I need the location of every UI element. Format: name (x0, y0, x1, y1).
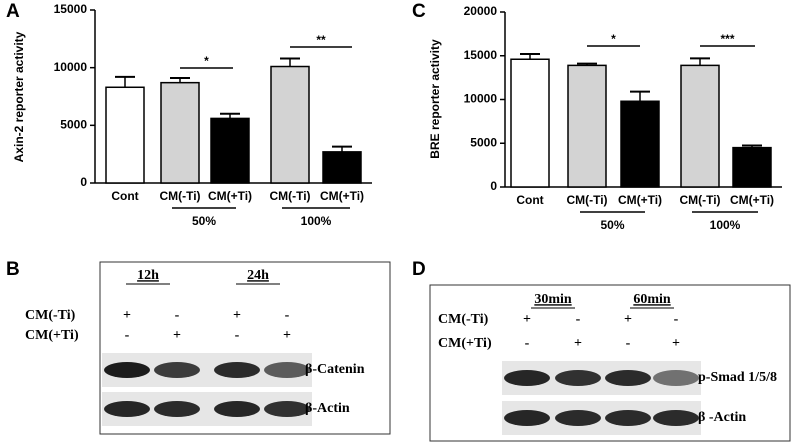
sign: - (576, 312, 581, 327)
sign: + (283, 328, 291, 343)
sign: - (626, 336, 631, 351)
time-label: 24h (247, 268, 269, 283)
x-tick-label: CM(-Ti) (269, 189, 310, 203)
bar (680, 64, 720, 188)
panel-label: C (412, 1, 426, 22)
x-tick-label: Cont (516, 193, 543, 207)
row-label: CM(-Ti) (438, 312, 489, 327)
sign: - (674, 312, 679, 327)
bar (270, 65, 310, 184)
row-label: CM(-Ti) (25, 308, 76, 323)
x-tick-label: CM(+Ti) (618, 193, 662, 207)
y-tick-label: 10000 (54, 60, 88, 74)
band-label: β-Catenin (305, 362, 365, 377)
panel-label: A (6, 1, 20, 22)
y-tick-label: 15000 (464, 48, 498, 62)
sign: + (523, 312, 531, 327)
bar (620, 100, 660, 188)
band (605, 410, 651, 426)
row-label: CM(+Ti) (25, 328, 79, 343)
group-label: 100% (301, 214, 332, 228)
band (104, 401, 150, 417)
band (154, 401, 200, 417)
band (504, 410, 550, 426)
y-tick-label: 15000 (54, 2, 88, 16)
panel-label: B (6, 259, 20, 280)
x-tick-label: CM(+Ti) (320, 189, 364, 203)
sign: - (175, 308, 180, 323)
x-tick-label: CM(+Ti) (208, 189, 252, 203)
y-tick-label: 0 (490, 179, 497, 193)
sign: + (672, 336, 680, 351)
band (264, 362, 310, 378)
y-axis-label: Axin-2 reporter activity (12, 31, 26, 162)
significance-label: *** (720, 32, 734, 46)
significance-label: ** (316, 33, 326, 47)
band (214, 362, 260, 378)
band (555, 370, 601, 386)
band-label: β-Actin (305, 401, 350, 416)
band (264, 401, 310, 417)
band (653, 370, 699, 386)
x-tick-label: CM(-Ti) (566, 193, 607, 207)
bar (510, 58, 550, 188)
y-tick-label: 5000 (470, 135, 497, 149)
bar (210, 117, 250, 184)
bar (105, 86, 145, 184)
group-label: 100% (710, 218, 741, 232)
band (555, 410, 601, 426)
band (504, 370, 550, 386)
y-axis-label: BRE reporter activity (428, 39, 442, 159)
time-label: 60min (633, 292, 671, 307)
band (104, 362, 150, 378)
x-tick-label: CM(-Ti) (159, 189, 200, 203)
sign: - (125, 328, 130, 343)
x-tick-label: CM(-Ti) (679, 193, 720, 207)
x-tick-label: Cont (111, 189, 138, 203)
bar (322, 151, 362, 184)
time-label: 12h (137, 268, 159, 283)
y-tick-label: 10000 (464, 92, 498, 106)
sign: + (574, 336, 582, 351)
band (605, 370, 651, 386)
y-tick-label: 5000 (60, 118, 87, 132)
band-label: p-Smad 1/5/8 (698, 370, 777, 385)
sign: + (624, 312, 632, 327)
sign: + (173, 328, 181, 343)
band (154, 362, 200, 378)
band-label: β -Actin (698, 410, 746, 425)
sign: - (525, 336, 530, 351)
row-label: CM(+Ti) (438, 336, 492, 351)
band (653, 410, 699, 426)
group-label: 50% (600, 218, 624, 232)
band (214, 401, 260, 417)
bar (160, 81, 200, 184)
y-tick-label: 20000 (464, 4, 498, 18)
y-tick-label: 0 (80, 175, 87, 189)
bar (567, 64, 607, 188)
x-tick-label: CM(+Ti) (730, 193, 774, 207)
time-label: 30min (534, 292, 572, 307)
sign: - (285, 308, 290, 323)
significance-label: * (611, 32, 616, 46)
sign: + (123, 308, 131, 323)
sign: - (235, 328, 240, 343)
significance-label: * (204, 54, 209, 68)
bar (732, 146, 772, 188)
panel-label: D (412, 259, 426, 280)
group-label: 50% (192, 214, 216, 228)
sign: + (233, 308, 241, 323)
